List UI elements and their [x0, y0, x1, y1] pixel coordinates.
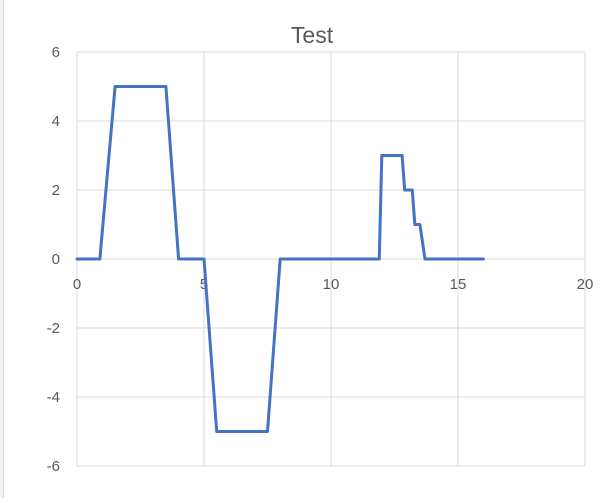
y-tick-label: 2 — [52, 182, 60, 199]
x-tick-label: 10 — [323, 276, 340, 293]
series-lines — [75, 85, 485, 433]
y-tick-label: -4 — [47, 389, 60, 406]
series-line-0 — [75, 85, 485, 433]
x-tick-label: 20 — [577, 276, 594, 293]
y-tick-label: -6 — [47, 458, 60, 475]
gridlines — [76, 51, 586, 467]
y-tick-label: 6 — [52, 44, 60, 61]
chart-title: Test — [291, 22, 334, 48]
y-tick-label: 0 — [52, 251, 60, 268]
x-tick-label: 5 — [200, 276, 208, 293]
x-tick-label: 0 — [73, 276, 81, 293]
x-tick-label: 15 — [450, 276, 467, 293]
y-tick-label: -2 — [47, 320, 60, 337]
worksheet-edge — [0, 0, 4, 498]
y-tick-label: 4 — [52, 113, 60, 130]
